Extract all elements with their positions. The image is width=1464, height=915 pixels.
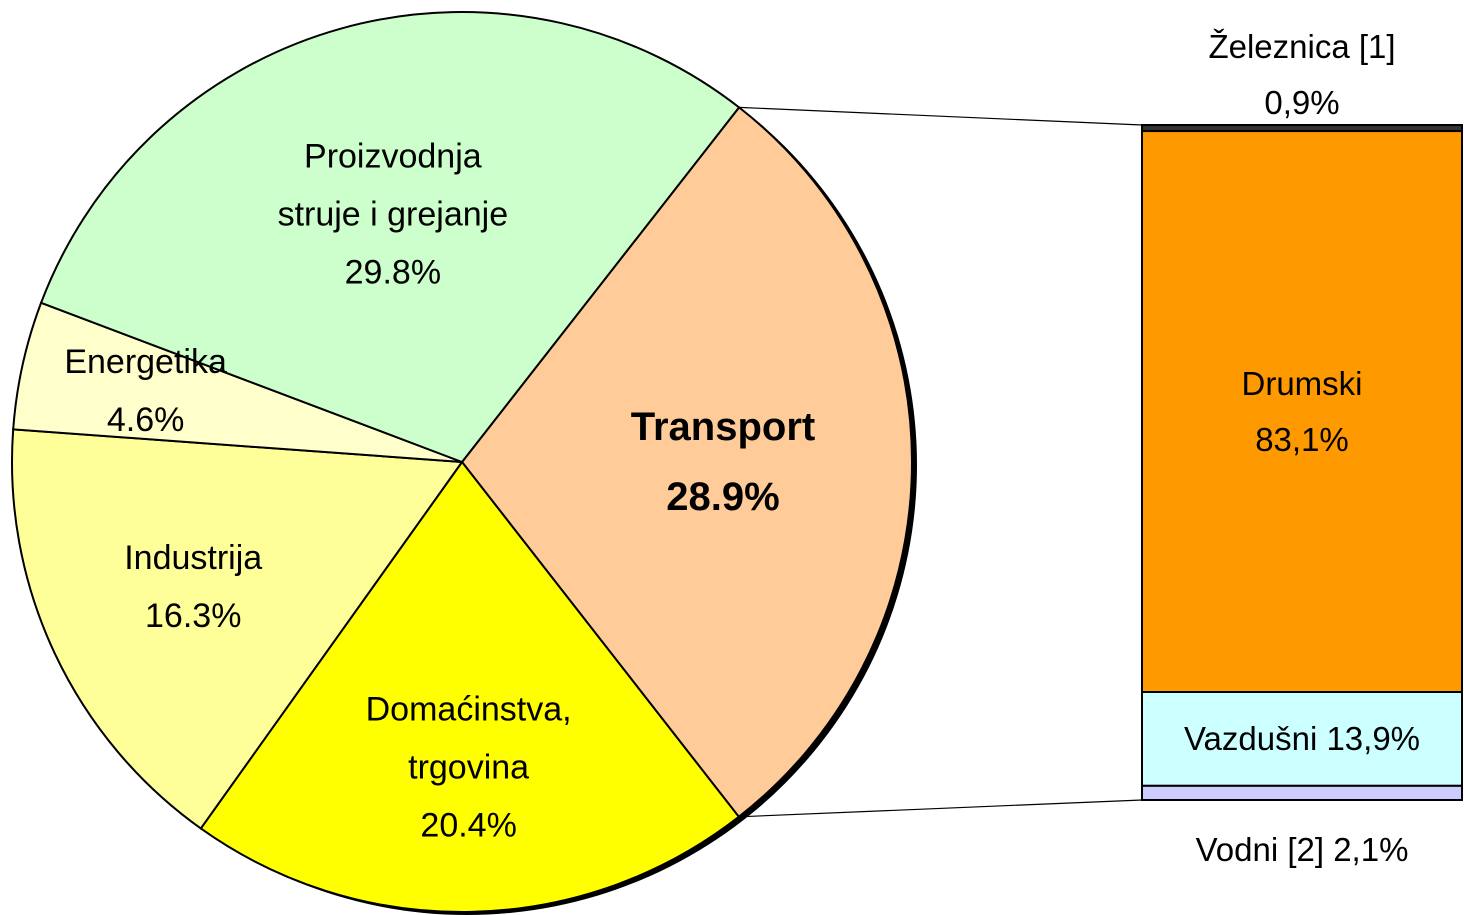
slice-value: 29.8% (344, 252, 442, 291)
pie-slice (199, 460, 741, 913)
connector (739, 106, 1143, 126)
slice-name: Proizvodnja struje i grejanje (277, 137, 509, 234)
slice-name: Industrija (124, 539, 263, 578)
slice-name: Transport (630, 405, 816, 450)
slice-value: 16.3% (145, 597, 242, 636)
segment-name: Železnica [1] (1208, 27, 1396, 65)
slice-name: Energetika (64, 343, 227, 382)
segment-name: Vazdušni (1183, 719, 1318, 757)
pie-slice (460, 105, 913, 819)
segment-name: Drumski (1241, 364, 1363, 402)
pie-label: Proizvodnja struje i grejanje 29.8% (278, 128, 509, 301)
pie-label: Energetika 4.6% (64, 334, 227, 450)
segment-name: Vodni [2] (1195, 830, 1325, 868)
pie-label: Industrija 16.3% (124, 531, 262, 647)
pie-label: Domaćinstva, trgovina 20.4% (366, 681, 572, 854)
pie-slice (39, 10, 741, 464)
bar-label: Železnica [1] 0,9% (1208, 19, 1395, 131)
bar-segment (1141, 130, 1463, 693)
slice-value: 28.9% (666, 475, 780, 520)
segment-value: 13,9% (1326, 719, 1421, 757)
pie-label: Transport 28.9% (631, 392, 815, 532)
slice-value: 4.6% (106, 401, 185, 440)
bar-label: Vazdušni 13,9% (1184, 711, 1420, 767)
segment-value: 83,1% (1255, 420, 1349, 458)
segment-value: 0,9% (1264, 84, 1340, 121)
slice-name: Domaćinstva, trgovina (365, 690, 572, 787)
slice-value: 20.4% (420, 805, 517, 844)
bar-segment (1141, 691, 1463, 787)
segment-value: 2,1% (1333, 830, 1409, 868)
pie-slice (11, 428, 464, 830)
bar-label: Vodni [2] 2,1% (1196, 822, 1409, 878)
bar-segment (1141, 784, 1463, 802)
bar-label: Drumski 83,1% (1242, 355, 1363, 467)
connector (738, 799, 1143, 818)
